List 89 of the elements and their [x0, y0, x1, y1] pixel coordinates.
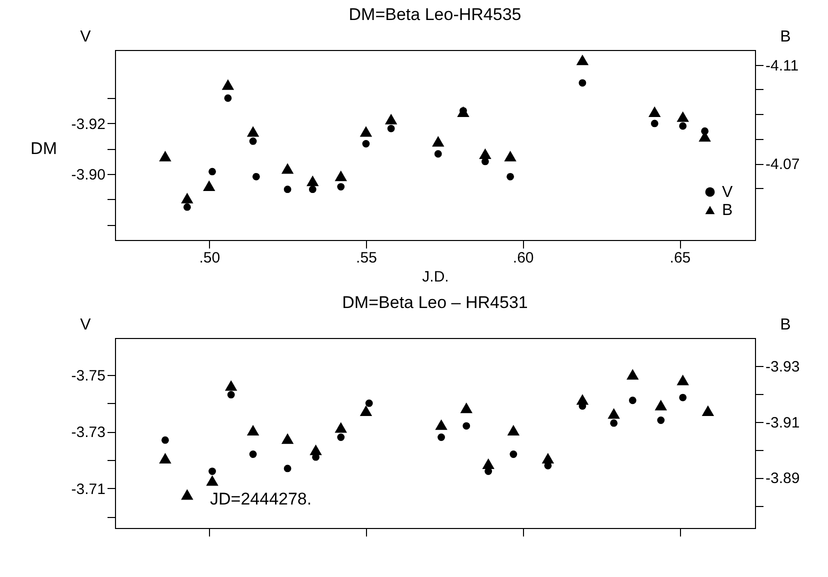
legend-label: B [722, 202, 733, 219]
point [252, 172, 260, 180]
y2-tick-label: -4.11 [766, 57, 799, 74]
point [542, 452, 554, 464]
point [222, 79, 234, 90]
x-tick-label: .55 [356, 250, 377, 266]
y-axis-title: V [80, 28, 92, 46]
point [506, 172, 514, 180]
point [435, 419, 448, 430]
point [159, 452, 172, 464]
y-tick-label: -3.71 [71, 480, 106, 498]
point [434, 150, 442, 158]
point [206, 475, 218, 486]
y2-tick-label: -4.07 [766, 156, 800, 174]
point [181, 192, 194, 204]
point [482, 458, 494, 470]
point [362, 140, 370, 148]
point [648, 106, 661, 117]
point [701, 127, 709, 135]
point [334, 422, 348, 433]
y2-axis-title: B [780, 316, 791, 334]
point [384, 114, 398, 124]
point [654, 400, 668, 410]
point [504, 150, 516, 162]
point [308, 186, 316, 194]
point [208, 468, 216, 475]
point [337, 434, 345, 441]
point [438, 434, 445, 441]
y2-tick-label: -3.93 [766, 358, 800, 376]
point [159, 150, 172, 162]
y-tick-label: -3.73 [71, 424, 106, 442]
point [650, 120, 658, 128]
point [510, 450, 518, 458]
point [679, 394, 687, 402]
point [578, 79, 586, 87]
chart-title: DM=Beta Leo-HR4535 [348, 5, 522, 24]
point [610, 419, 618, 427]
point [334, 170, 348, 182]
point [387, 124, 395, 132]
annotation: JD=2444278. [210, 490, 312, 508]
point [249, 138, 257, 145]
point [676, 374, 689, 386]
point [365, 400, 373, 407]
x-tick-label: .65 [670, 250, 691, 266]
point [657, 416, 665, 424]
point [337, 183, 345, 190]
point [306, 175, 319, 186]
point [249, 450, 257, 458]
point [224, 94, 232, 102]
point [460, 402, 472, 414]
point [183, 203, 191, 211]
point [576, 54, 589, 66]
point [360, 126, 372, 137]
y-tick-label: -3.92 [71, 116, 106, 133]
point [432, 136, 444, 147]
point [246, 126, 260, 137]
y-tick-label: -3.75 [71, 367, 106, 384]
point [626, 369, 639, 380]
y-axis-title: V [80, 316, 92, 334]
point [281, 163, 294, 174]
point [608, 408, 620, 419]
point [202, 180, 216, 192]
x-tick-label: .50 [199, 250, 220, 266]
point [676, 111, 689, 122]
point [246, 424, 260, 436]
point [284, 464, 292, 472]
text: DM [30, 138, 57, 158]
point [224, 380, 238, 391]
point [284, 186, 292, 194]
y2-tick-label: -3.89 [766, 470, 800, 488]
point [161, 436, 169, 444]
point [181, 489, 194, 500]
point [628, 396, 636, 404]
y2-tick-label: -3.91 [766, 414, 800, 432]
point [479, 148, 492, 159]
chart-title: DM=Beta Leo – HR4531 [342, 293, 528, 312]
point [679, 122, 687, 130]
legend-label: V [722, 184, 733, 201]
x-tick-label: .60 [512, 250, 534, 266]
y2-axis-title: B [780, 28, 791, 46]
point [208, 168, 216, 176]
point [462, 422, 470, 430]
point [227, 391, 235, 398]
point [281, 433, 294, 444]
point [360, 405, 372, 416]
point [702, 405, 714, 416]
point [507, 424, 520, 436]
x-axis-title: J.D. [422, 268, 449, 286]
y-tick-label: -3.90 [71, 166, 106, 184]
